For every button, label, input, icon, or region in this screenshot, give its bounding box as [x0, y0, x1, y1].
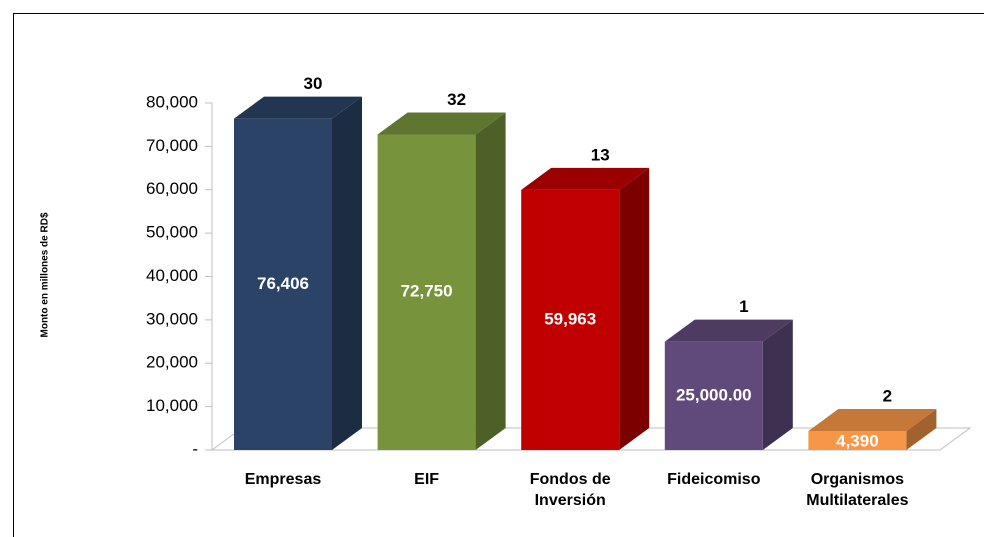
- bar-front: [377, 134, 476, 450]
- x-tick-label: Fideicomiso: [667, 471, 761, 488]
- bar: [377, 112, 506, 451]
- frame: [13, 13, 984, 537]
- bar-front: [234, 118, 332, 450]
- bar-annotation: 32: [447, 90, 466, 109]
- bar-side: [475, 112, 506, 451]
- bar-annotation: 2: [883, 386, 892, 405]
- value-label: 59,963: [544, 309, 596, 328]
- value-label: 76,406: [257, 274, 309, 293]
- y-tick-label: 80,000: [146, 92, 198, 111]
- y-tick-label: 50,000: [146, 223, 198, 242]
- y-tick-label: 60,000: [146, 179, 198, 198]
- value-label: 72,750: [401, 282, 453, 301]
- bar: [664, 319, 793, 450]
- bar-top: [664, 319, 793, 342]
- bar-front: [664, 341, 763, 450]
- x-tick-label: Organismos Multilaterales: [806, 471, 909, 509]
- x-tick-label: Empresas: [244, 471, 322, 488]
- bar-side: [906, 408, 937, 450]
- bar: [234, 96, 362, 450]
- y-tick-label: 10,000: [146, 396, 198, 415]
- bar-top: [377, 112, 506, 135]
- x-tick-label: EIF: [414, 471, 440, 488]
- bar-top: [521, 167, 650, 190]
- bar-annotation: 1: [739, 297, 748, 316]
- bar-annotation: 13: [591, 145, 610, 164]
- bar-top: [234, 96, 362, 119]
- bar-side: [332, 96, 362, 450]
- bar-top: [808, 408, 937, 431]
- y-tick-label: 20,000: [146, 353, 198, 372]
- bar-side: [762, 319, 793, 450]
- y-tick-label: -: [192, 439, 198, 458]
- bar-front: [521, 189, 620, 450]
- x-tick-label: Fondos de Inversión: [529, 471, 611, 509]
- bar-front: [808, 430, 907, 450]
- y-axis-label: Monto en millones de RD$: [40, 212, 51, 337]
- bar-side: [619, 167, 650, 450]
- value-label: 25,000.00: [676, 385, 752, 404]
- bar: [521, 167, 650, 450]
- y-tick-label: 70,000: [146, 136, 198, 155]
- y-tick-label: 40,000: [146, 266, 198, 285]
- y-tick-label: 30,000: [146, 309, 198, 328]
- value-label: 4,390: [836, 431, 879, 450]
- bar-annotation: 30: [304, 74, 323, 93]
- bar: [808, 408, 937, 450]
